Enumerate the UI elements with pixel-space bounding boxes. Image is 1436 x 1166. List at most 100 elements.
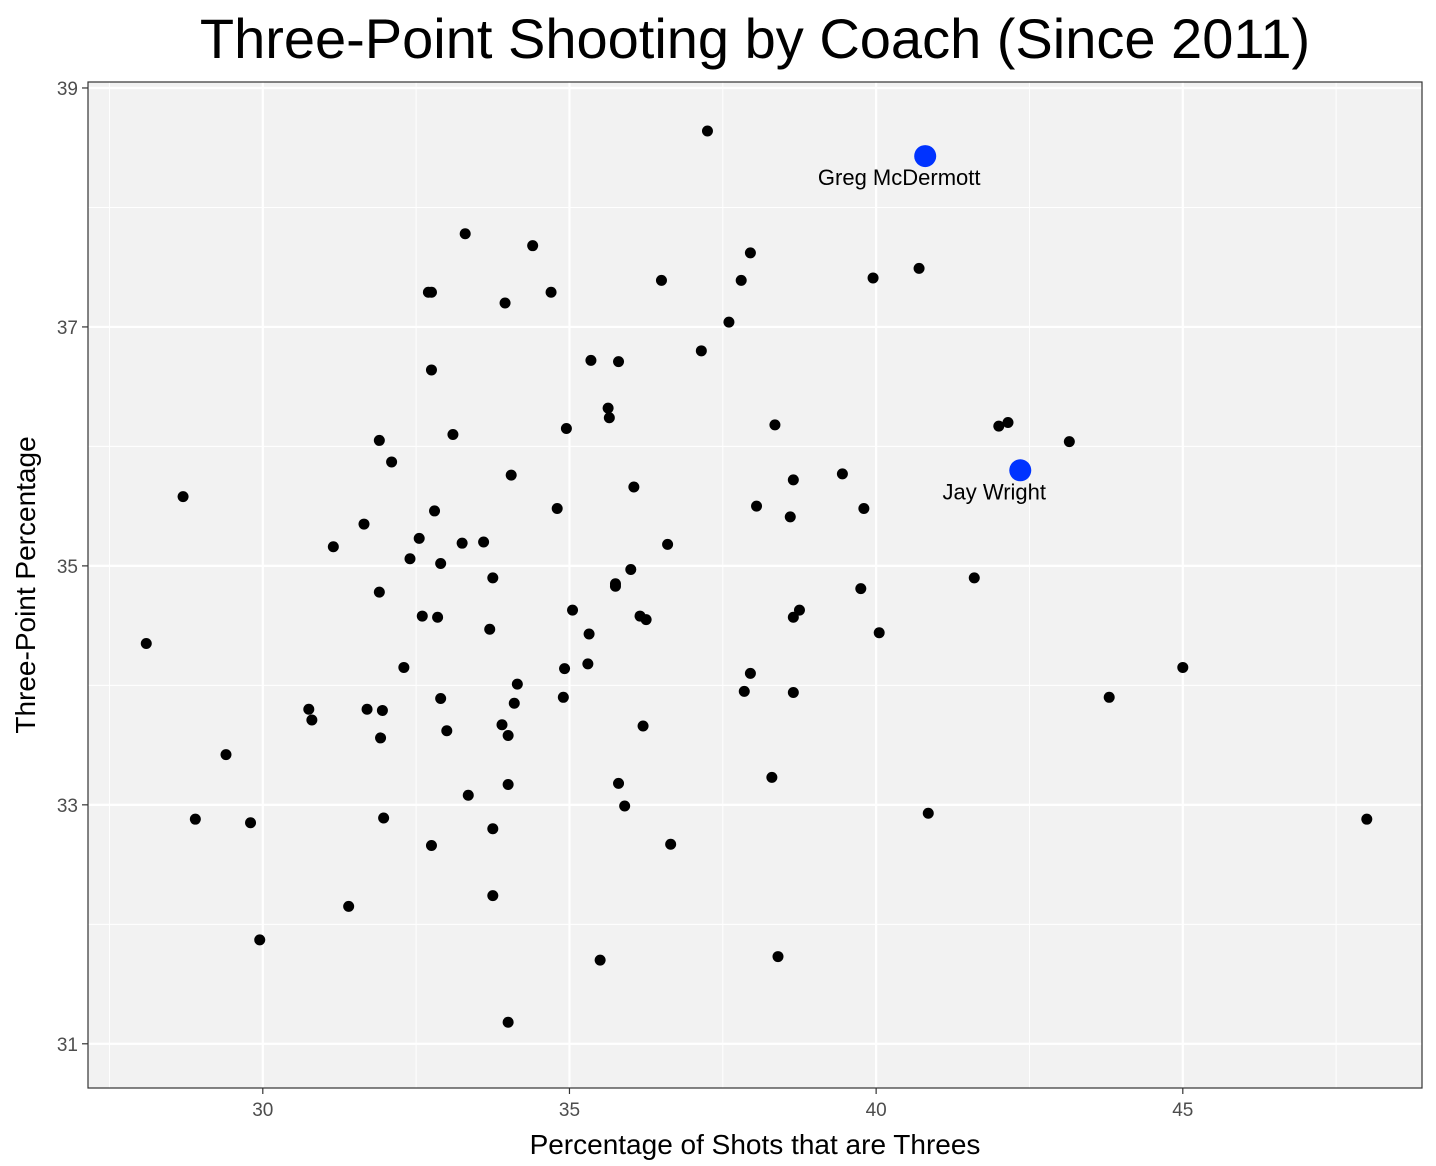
y-axis: 31 33 35 37 39 [57, 79, 88, 1056]
point-label: Greg McDermott [818, 165, 981, 190]
scatter-point [613, 356, 625, 368]
scatter-point [376, 704, 388, 716]
scatter-point [858, 503, 870, 515]
scatter-point [327, 541, 339, 553]
highlighted-points [914, 145, 1032, 482]
scatter-point [441, 725, 453, 737]
scatter-point [386, 456, 398, 468]
scatter-point [628, 481, 640, 493]
scatter-point [772, 951, 784, 963]
scatter-point [404, 553, 416, 565]
scatter-point [502, 1016, 514, 1028]
scatter-point [140, 638, 152, 650]
scatter-point [867, 272, 879, 284]
scatter-point [836, 468, 848, 480]
scatter-point [582, 658, 594, 670]
scatter-point [358, 518, 370, 530]
scatter-point [993, 420, 1005, 432]
scatter-point [487, 572, 499, 584]
scatter-point [478, 536, 490, 548]
scatter-point [254, 934, 266, 946]
scatter-point [603, 412, 615, 424]
major-gridlines [88, 82, 1422, 1088]
scatter-point [751, 500, 763, 512]
scatter-point [662, 538, 674, 550]
scatter-point [560, 422, 572, 434]
scatter-point [505, 469, 517, 481]
scatter-point [567, 604, 579, 616]
scatter-point [416, 610, 428, 622]
scatter-point [744, 247, 756, 259]
scatter-point [619, 800, 631, 812]
scatter-point [496, 719, 508, 731]
x-tick-label: 45 [1172, 1100, 1193, 1121]
y-tick-label: 39 [57, 79, 78, 100]
scatter-point [177, 491, 189, 503]
point-label: Jay Wright [943, 479, 1047, 504]
scatter-point [695, 345, 707, 357]
scatter-point [665, 838, 677, 850]
y-tick-label: 33 [57, 796, 78, 817]
scatter-point [701, 125, 713, 137]
scatter-point [508, 697, 520, 709]
x-tick-label: 40 [866, 1100, 887, 1121]
scatter-point [487, 890, 499, 902]
scatter-point [594, 954, 606, 966]
scatter-point [559, 663, 571, 675]
scatter-point [968, 572, 980, 584]
scatter-point [245, 817, 257, 829]
scatter-point [425, 286, 437, 298]
plot-panel [88, 82, 1422, 1088]
scatter-point [306, 714, 318, 726]
x-tick-label: 35 [559, 1100, 580, 1121]
scatter-point [1177, 661, 1189, 673]
scatter-point [769, 419, 781, 431]
scatter-point [375, 732, 387, 744]
scatter-point [723, 316, 735, 328]
chart-title: Three-Point Shooting by Coach (Since 201… [200, 7, 1310, 70]
scatter-point [484, 623, 496, 635]
scatter-point [738, 685, 750, 697]
scatter-point [432, 611, 444, 623]
scatter-point [613, 777, 625, 789]
scatter-point [735, 274, 747, 286]
scatter-point [527, 240, 539, 252]
scatter-point [413, 532, 425, 544]
scatter-point [744, 667, 756, 679]
scatter-point [447, 428, 459, 440]
scatter-point [303, 703, 315, 715]
data-points [140, 125, 1373, 1028]
scatter-point [462, 789, 474, 801]
scatter-point [189, 813, 201, 825]
scatter-point [435, 693, 447, 705]
scatter-point [511, 678, 523, 690]
scatter-point [499, 297, 511, 309]
scatter-point [625, 563, 637, 575]
x-axis: 30 35 40 45 [252, 1088, 1193, 1121]
scatter-point [637, 720, 649, 732]
panel-border [87, 81, 1423, 1089]
scatter-point [435, 557, 447, 569]
minor-gridlines [88, 82, 1422, 1088]
scatter-point [1103, 691, 1115, 703]
point-annotations: Greg McDermott Jay Wright [818, 165, 1046, 504]
scatter-point [545, 286, 557, 298]
highlighted-point [1009, 459, 1032, 482]
scatter-point [766, 771, 778, 783]
scatter-point [602, 402, 614, 414]
scatter-point [220, 749, 232, 761]
y-tick-label: 37 [57, 318, 78, 339]
scatter-point [398, 661, 410, 673]
scatter-point [459, 228, 471, 240]
scatter-point [425, 364, 437, 376]
scatter-point [609, 578, 621, 590]
scatter-point [585, 354, 597, 366]
scatter-point [1063, 436, 1075, 448]
scatter-point [361, 703, 373, 715]
scatter-point [378, 812, 390, 824]
scatter-point [655, 274, 667, 286]
scatter-point [425, 839, 437, 851]
scatter-point [373, 586, 385, 598]
scatter-point [373, 434, 385, 446]
scatter-point [557, 691, 569, 703]
